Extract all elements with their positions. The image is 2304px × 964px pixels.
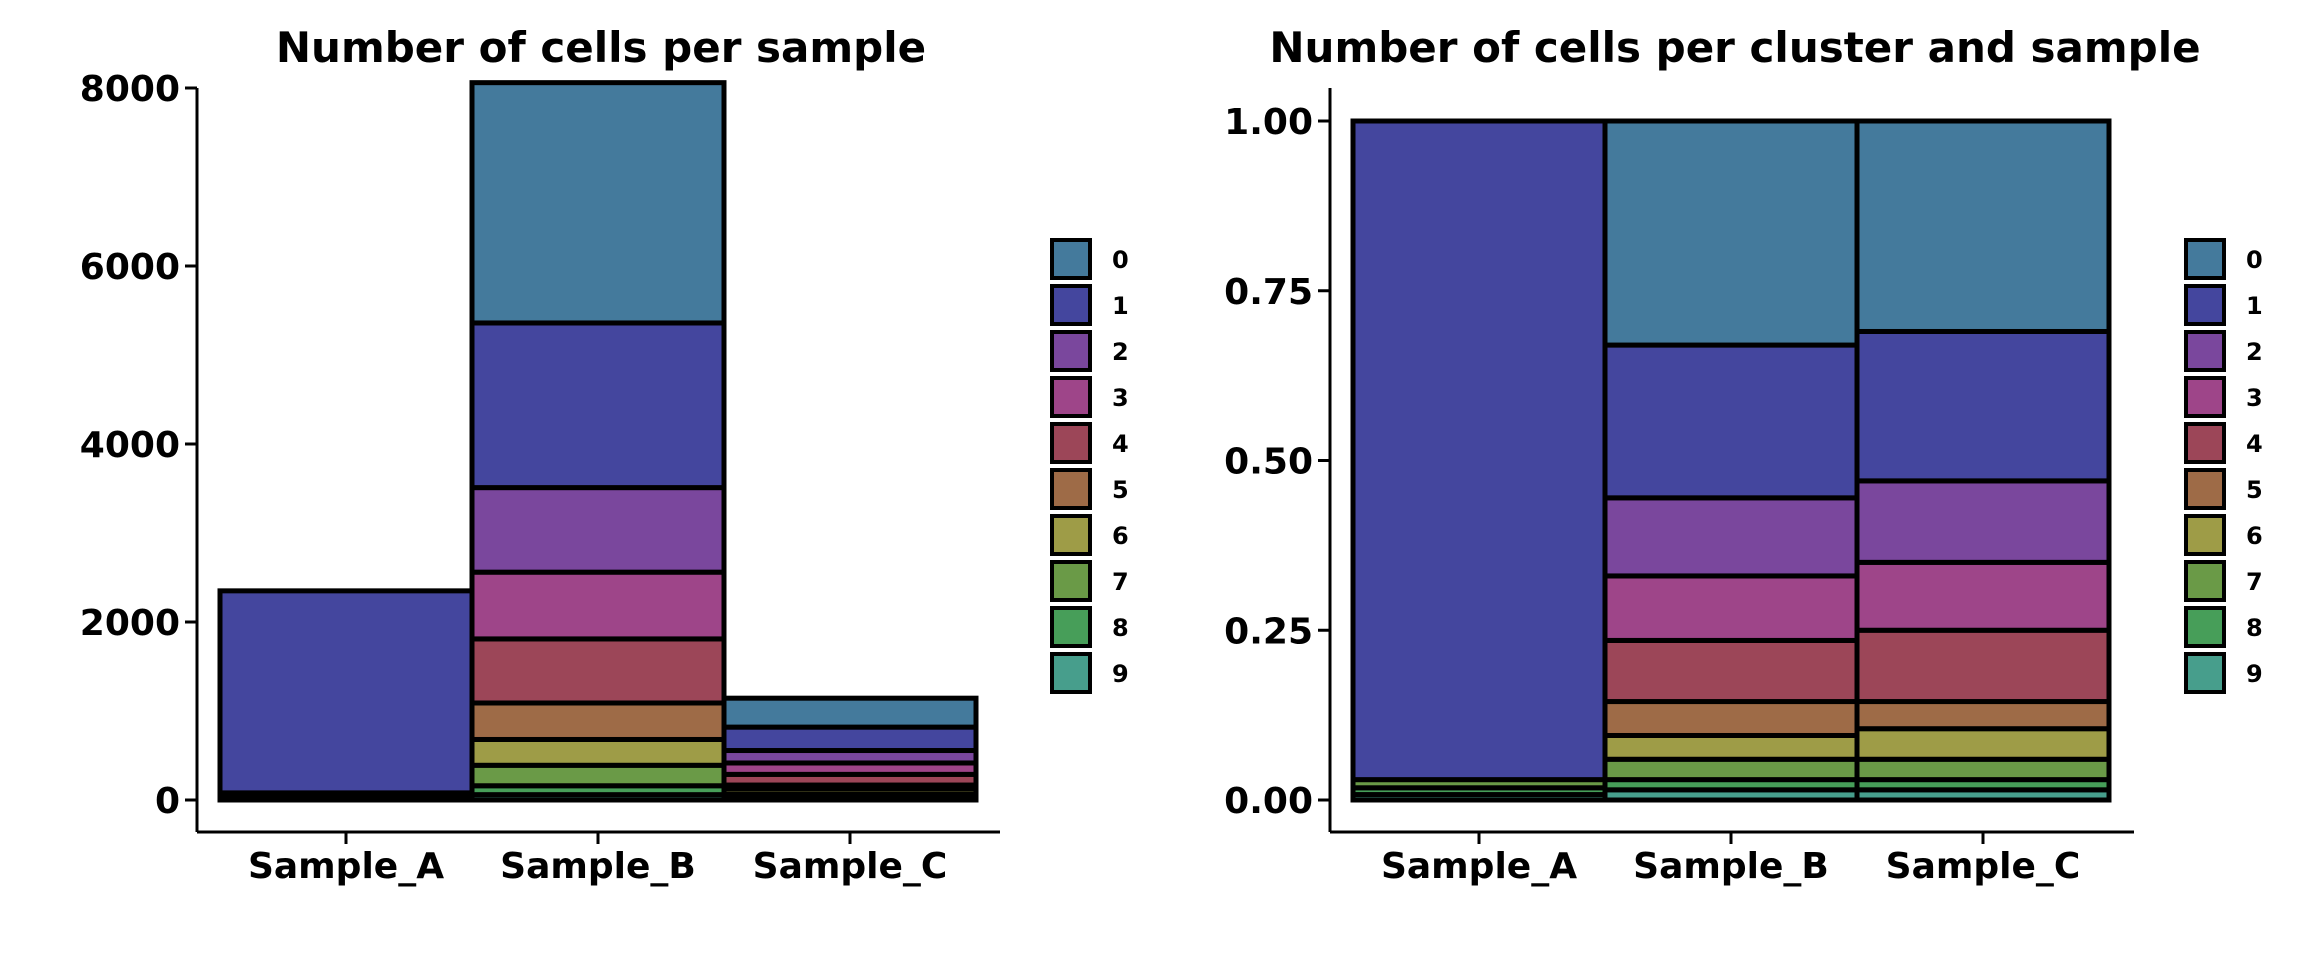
bar-segment-sample_c-cluster-5 [1854, 699, 2112, 732]
bar-segment-sample_c-cluster-0 [1854, 118, 2112, 334]
legend-label: 7 [2246, 568, 2263, 596]
bar-segment-sample_b-cluster-3 [1602, 573, 1860, 643]
bar-segment-sample_b-cluster-2 [1602, 495, 1860, 579]
legend-swatch-cluster-9 [1050, 652, 1092, 694]
legend: 0 1 2 3 4 5 6 7 8 9 [2184, 238, 2263, 694]
legend-swatch-cluster-9 [2184, 652, 2226, 694]
legend-label: 8 [1112, 614, 1129, 642]
legend-label: 9 [2246, 660, 2263, 688]
bar-segment-sample_a-cluster-1 [1350, 118, 1608, 783]
legend-swatch-cluster-2 [1050, 330, 1092, 372]
y-tick-label: 4000 [80, 425, 180, 466]
bar-segment-sample_c-cluster-3 [1854, 559, 2112, 633]
legend-label: 4 [2246, 430, 2263, 458]
x-tick-label: Sample_A [248, 846, 444, 887]
legend-label: 3 [2246, 384, 2263, 412]
y-tick-label: 6000 [80, 247, 180, 288]
legend-swatch-cluster-6 [1050, 514, 1092, 556]
bar-segment-sample_c-cluster-7 [1854, 756, 2112, 783]
legend-label: 2 [2246, 338, 2263, 366]
legend-swatch-cluster-5 [2184, 468, 2226, 510]
legend-swatch-cluster-0 [2184, 238, 2226, 280]
legend-swatch-cluster-4 [1050, 422, 1092, 464]
bar-segment-sample_b-cluster-2 [469, 485, 727, 575]
bar-segment-sample_b-cluster-1 [469, 320, 727, 491]
bar-segment-sample_c-cluster-2 [1854, 478, 2112, 565]
legend: 0 1 2 3 4 5 6 7 8 9 [1050, 238, 1129, 694]
legend-label: 9 [1112, 660, 1129, 688]
y-tick-label: 8000 [80, 69, 180, 110]
legend-label: 3 [1112, 384, 1129, 412]
bar-segment-sample_a-cluster-1 [217, 588, 475, 796]
legend-swatch-cluster-8 [1050, 606, 1092, 648]
bar-segment-sample_b-cluster-6 [1602, 732, 1860, 762]
bars-group [217, 80, 979, 803]
legend-label: 1 [1112, 292, 1129, 320]
bar-segment-sample_b-cluster-7 [469, 762, 727, 789]
axes-group: 0.00 0.25 0.50 0.75 1.00 Sample_A Sample_B Samp… [1224, 88, 2134, 887]
bar-segment-sample_b-cluster-0 [1602, 118, 1860, 348]
bar-segment-sample_b-cluster-4 [1602, 637, 1860, 705]
chart-title: Number of cells per sample [276, 23, 926, 72]
legend-swatch-cluster-1 [1050, 284, 1092, 326]
legend-label: 6 [1112, 522, 1129, 550]
bar-segment-sample_b-cluster-5 [1602, 699, 1860, 738]
legend-swatch-cluster-6 [2184, 514, 2226, 556]
legend-label: 5 [2246, 476, 2263, 504]
legend-swatch-cluster-1 [2184, 284, 2226, 326]
legend-swatch-cluster-8 [2184, 606, 2226, 648]
y-tick-label: 0.00 [1224, 781, 1313, 822]
legend-label: 4 [1112, 430, 1129, 458]
bar-segment-sample_b-cluster-1 [1602, 342, 1860, 501]
legend-swatch-cluster-5 [1050, 468, 1092, 510]
legend-swatch-cluster-7 [2184, 560, 2226, 602]
bar-segment-sample_b-cluster-3 [469, 569, 727, 642]
x-tick-label: Sample_C [1886, 846, 2081, 887]
bar-segment-sample_b-cluster-6 [469, 736, 727, 768]
legend-label: 8 [2246, 614, 2263, 642]
legend-label: 0 [2246, 246, 2263, 274]
y-tick-label: 0.25 [1224, 611, 1313, 652]
x-tick-label: Sample_C [753, 846, 948, 887]
x-tick-label: Sample_A [1381, 846, 1577, 887]
x-tick-label: Sample_B [500, 846, 696, 887]
bars-group [1350, 118, 2112, 803]
bar-segment-sample_b-cluster-5 [469, 700, 727, 742]
bar-segment-sample_b-cluster-0 [469, 80, 727, 326]
y-tick-label: 2000 [80, 603, 180, 644]
chart-title: Number of cells per cluster and sample [1269, 23, 2200, 72]
y-tick-label: 0.50 [1224, 442, 1313, 483]
legend-swatch-cluster-0 [1050, 238, 1092, 280]
legend-swatch-cluster-4 [2184, 422, 2226, 464]
bar-segment-sample_c-cluster-1 [1854, 328, 2112, 484]
legend-label: 6 [2246, 522, 2263, 550]
legend-label: 7 [1112, 568, 1129, 596]
chart-cells-per-sample: Number of cells per sample 0 2000 4000 6000… [80, 23, 1129, 887]
axes-group: 0 2000 4000 6000 8000 Sample_A Sample_B Sample_… [80, 69, 1000, 887]
y-tick-label: 0.75 [1224, 272, 1313, 313]
bar-segment-sample_c-cluster-1 [721, 724, 979, 754]
bar-segment-sample_b-cluster-4 [469, 636, 727, 706]
bar-segment-sample_c-cluster-4 [1854, 627, 2112, 705]
legend-label: 1 [2246, 292, 2263, 320]
legend-swatch-cluster-3 [2184, 376, 2226, 418]
chart-cells-per-cluster-and-sample: Number of cells per cluster and sample 0… [1224, 23, 2263, 887]
y-tick-label: 1.00 [1224, 102, 1313, 143]
legend-label: 0 [1112, 246, 1129, 274]
legend-label: 5 [1112, 476, 1129, 504]
bar-segment-sample_c-cluster-6 [1854, 726, 2112, 762]
legend-swatch-cluster-2 [2184, 330, 2226, 372]
x-tick-label: Sample_B [1633, 846, 1829, 887]
y-tick-label: 0 [155, 781, 180, 822]
legend-label: 2 [1112, 338, 1129, 366]
bar-segment-sample_c-cluster-0 [721, 695, 979, 730]
legend-swatch-cluster-7 [1050, 560, 1092, 602]
legend-swatch-cluster-3 [1050, 376, 1092, 418]
bar-segment-sample_b-cluster-7 [1602, 756, 1860, 783]
